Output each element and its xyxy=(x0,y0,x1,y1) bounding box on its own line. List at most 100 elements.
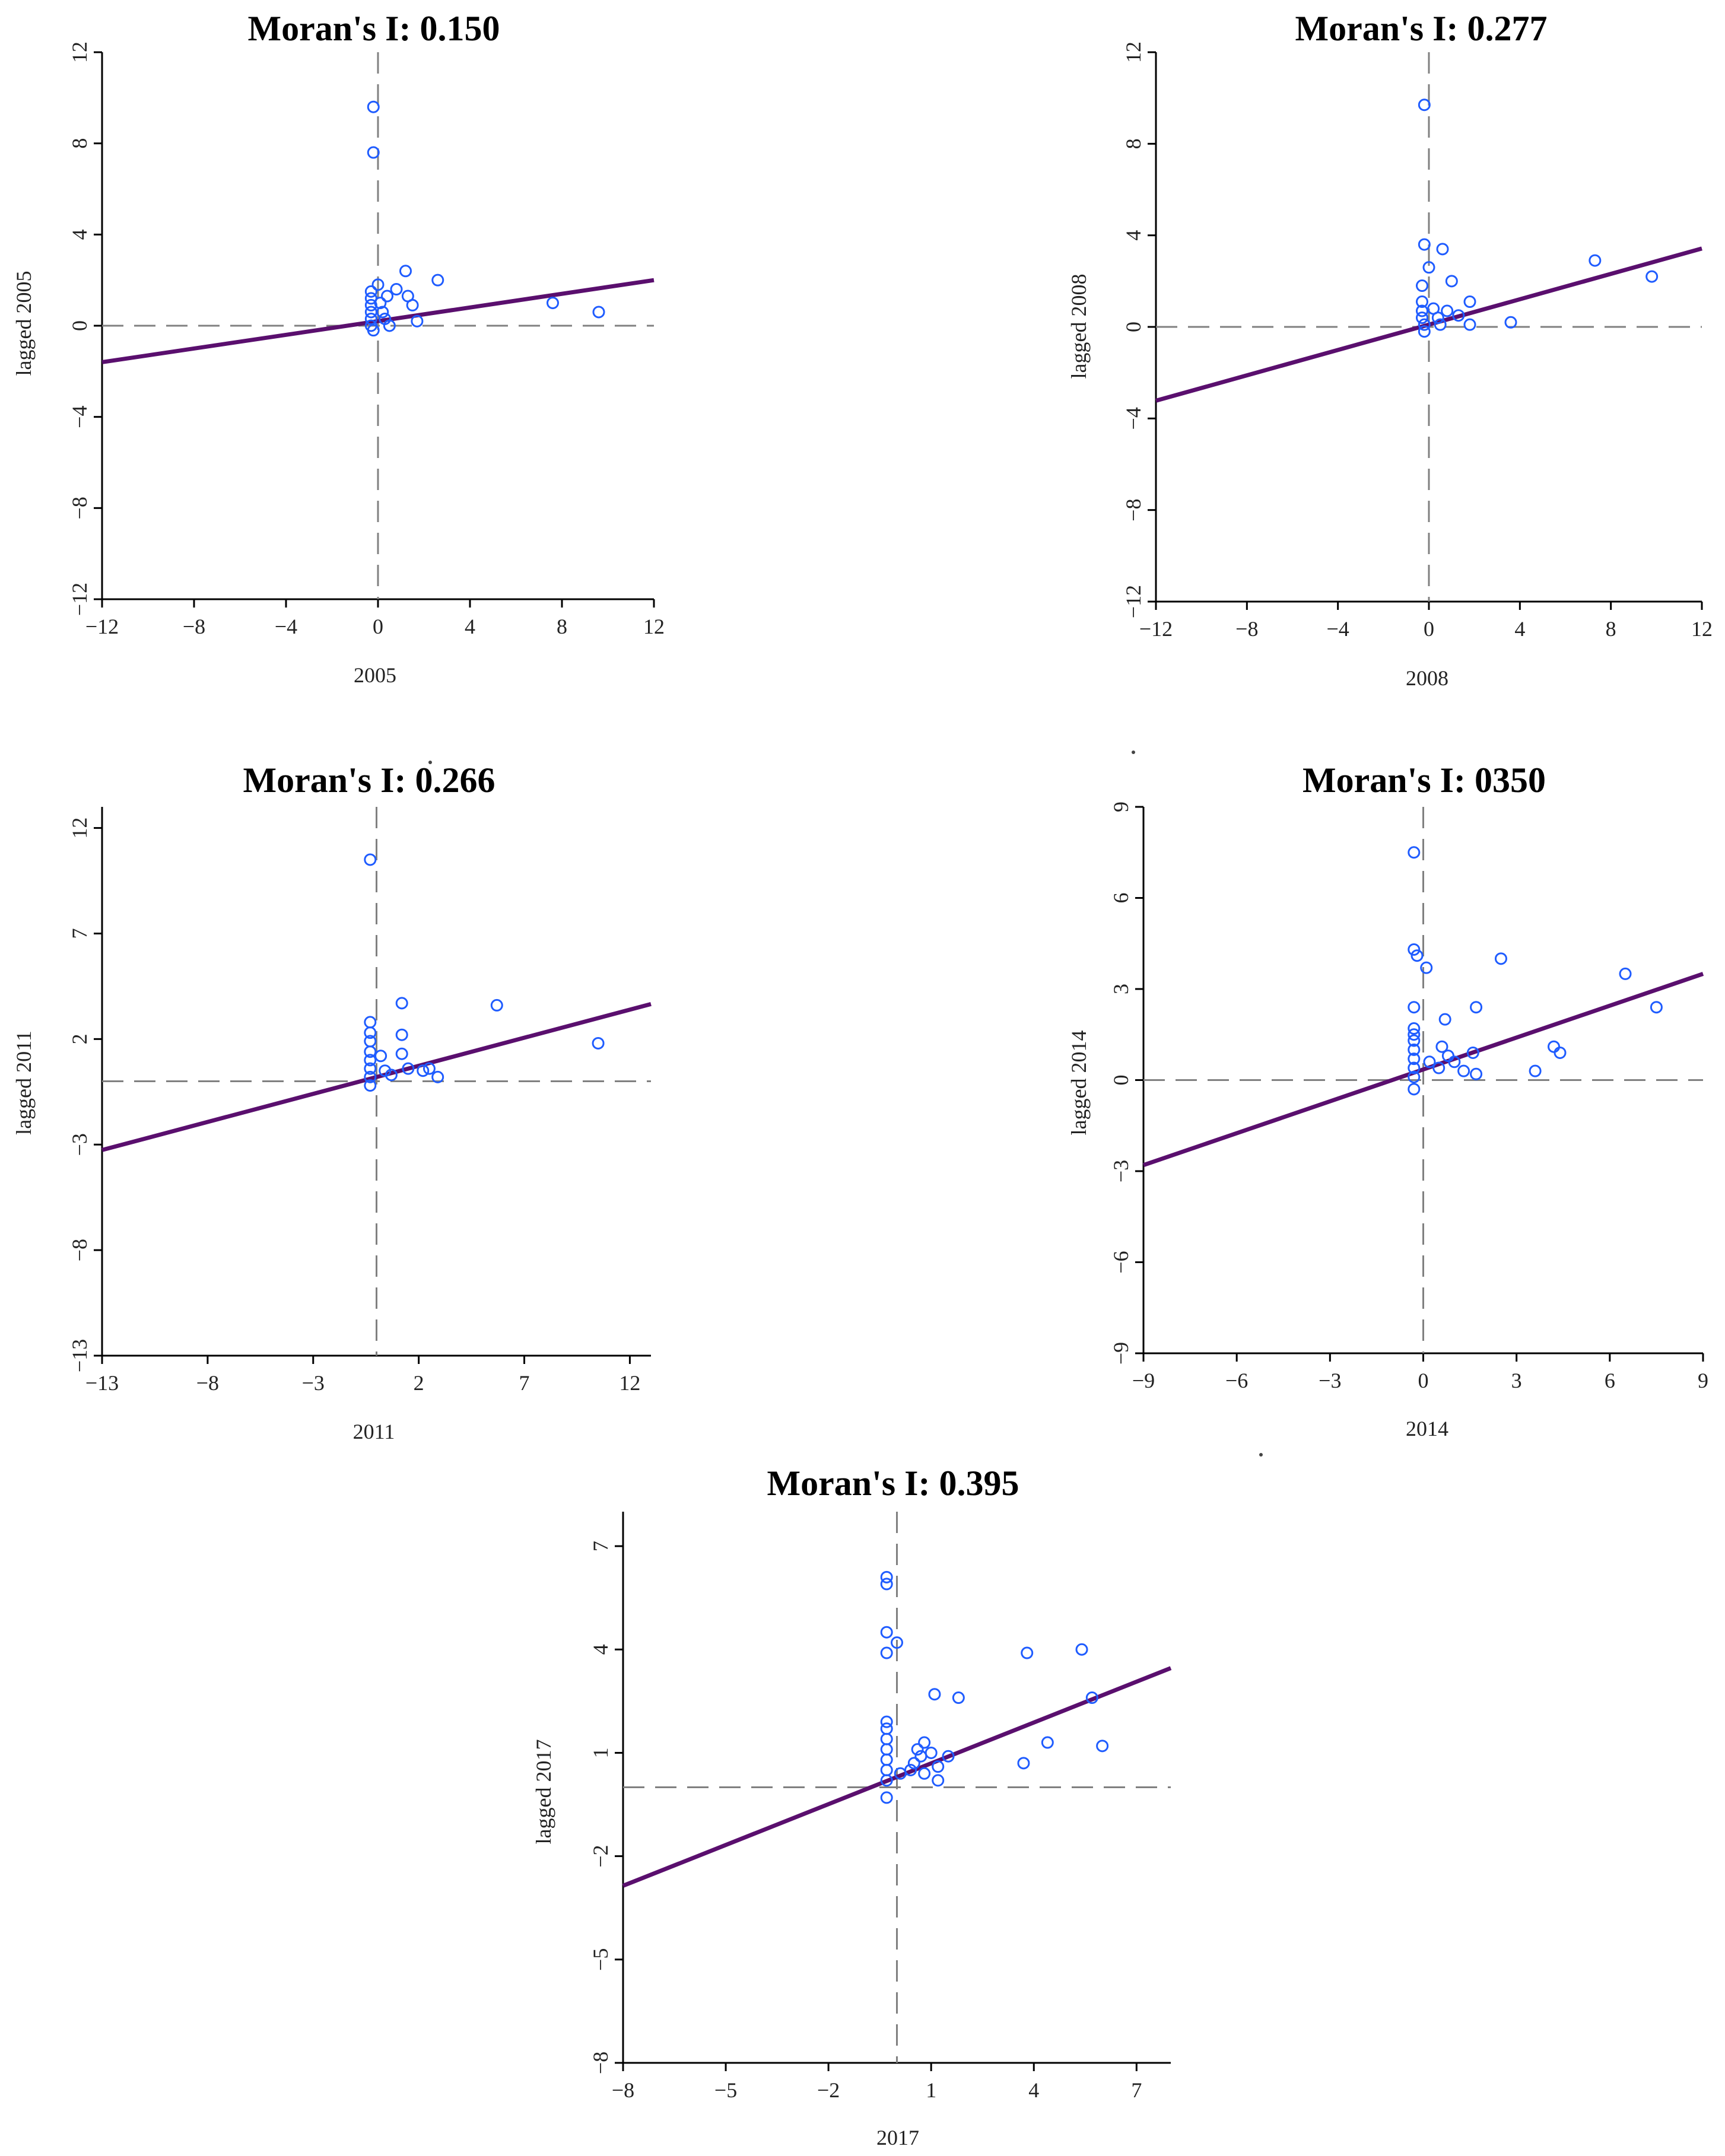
data-point xyxy=(1017,1757,1030,1770)
data-point xyxy=(1650,1001,1663,1014)
data-point xyxy=(367,324,380,337)
data-point xyxy=(1645,270,1659,283)
data-point xyxy=(1457,1064,1470,1077)
data-point xyxy=(952,1691,965,1705)
data-point xyxy=(891,1636,903,1649)
data-point xyxy=(1436,243,1449,256)
y-tick-label: 7 xyxy=(68,928,91,939)
data-point xyxy=(402,1062,415,1075)
y-tick-label: 4 xyxy=(1122,230,1145,241)
y-tick-label: −13 xyxy=(68,1339,91,1372)
data-point xyxy=(374,297,387,310)
data-point xyxy=(381,290,393,303)
x-tick-label: 8 xyxy=(1606,617,1616,641)
x-tick-label: 6 xyxy=(1605,1369,1615,1392)
moran-plot-2014: Moran's I: 0350 2014 lagged 2014 −9 −6 −3 0… xyxy=(1067,761,1708,1440)
x-tick-label: 2 xyxy=(414,1371,424,1395)
data-point xyxy=(1408,1028,1421,1041)
data-point xyxy=(399,265,412,278)
data-point xyxy=(880,1646,893,1659)
moran-plot-2011: Moran's I: 0.266 2011 lagged 2011 −13 −8 −… xyxy=(12,761,652,1443)
x-axis-title: 2005 xyxy=(354,663,396,687)
data-point xyxy=(1470,1001,1483,1014)
data-point xyxy=(371,278,385,291)
y-tick-label: 1 xyxy=(589,1747,612,1758)
data-point xyxy=(880,1774,893,1787)
chart-title: Moran's I: 0350 xyxy=(1303,761,1546,800)
data-point xyxy=(592,1036,605,1050)
y-tick-label: −4 xyxy=(68,406,91,428)
data-point xyxy=(904,1763,917,1776)
data-point xyxy=(364,1016,377,1029)
y-axis-title: lagged 2005 xyxy=(12,271,36,376)
data-point xyxy=(880,1570,893,1583)
data-point xyxy=(925,1746,938,1759)
data-point xyxy=(364,1070,377,1083)
data-point xyxy=(880,1722,893,1735)
data-point xyxy=(592,306,605,319)
x-tick-label: 8 xyxy=(557,615,567,638)
y-tick-label: 0 xyxy=(1109,1075,1133,1086)
y-tick-label: −8 xyxy=(68,497,91,519)
data-point xyxy=(1422,261,1435,274)
data-point xyxy=(1408,1043,1421,1056)
data-point xyxy=(1418,318,1431,331)
data-point xyxy=(880,1578,893,1591)
data-point xyxy=(1418,238,1431,251)
data-point xyxy=(1431,311,1444,325)
data-point xyxy=(1435,1040,1448,1053)
x-axis-title: 2011 xyxy=(353,1420,395,1443)
data-point xyxy=(1411,949,1424,962)
data-point xyxy=(1438,1013,1451,1026)
data-point xyxy=(1470,1067,1483,1080)
data-point xyxy=(880,1732,893,1745)
data-point xyxy=(907,1757,920,1770)
data-point xyxy=(431,274,444,287)
data-point xyxy=(1504,316,1517,329)
data-point xyxy=(1423,1055,1436,1069)
moran-plot-2008: Moran's I: 0.277 2008 lagged 2008 −12 −8 −… xyxy=(1067,9,1713,690)
data-point xyxy=(364,1079,377,1092)
data-point xyxy=(1416,295,1428,309)
y-tick-label: 6 xyxy=(1109,893,1133,904)
y-tick-label: 8 xyxy=(1122,138,1145,149)
y-tick-label: 12 xyxy=(68,42,91,63)
data-point xyxy=(1021,1646,1034,1659)
x-tick-label: −8 xyxy=(1235,617,1258,641)
x-tick-label: −3 xyxy=(1319,1369,1341,1392)
data-point xyxy=(1416,304,1428,317)
data-point xyxy=(1085,1691,1098,1705)
data-point xyxy=(932,1774,945,1787)
x-tick-label: 7 xyxy=(519,1371,530,1395)
data-point xyxy=(1416,279,1428,292)
y-tick-label: 8 xyxy=(68,138,91,149)
data-point xyxy=(364,312,377,325)
data-point xyxy=(1408,1022,1421,1035)
y-tick-label: −3 xyxy=(68,1133,91,1156)
y-tick-label: 2 xyxy=(68,1034,91,1044)
data-point xyxy=(1408,1083,1421,1096)
data-point xyxy=(880,1753,893,1766)
data-point xyxy=(928,1688,941,1701)
data-point xyxy=(880,1626,893,1639)
y-tick-label: −2 xyxy=(589,1845,612,1867)
y-tick-label: −12 xyxy=(68,583,91,616)
data-point xyxy=(395,1028,408,1041)
data-point xyxy=(364,285,377,298)
data-point xyxy=(918,1736,931,1749)
data-point xyxy=(1416,311,1428,325)
scan-artifacts xyxy=(428,751,1263,1457)
data-point xyxy=(364,1026,377,1039)
data-point xyxy=(1408,846,1421,859)
y-tick-label: −9 xyxy=(1109,1342,1133,1365)
data-point xyxy=(1408,1034,1421,1047)
data-point xyxy=(367,100,380,113)
x-tick-label: 9 xyxy=(1698,1369,1708,1392)
data-point xyxy=(374,1050,387,1063)
data-point xyxy=(1434,318,1447,331)
data-point xyxy=(1445,275,1458,288)
data-point xyxy=(1494,952,1507,965)
data-point xyxy=(379,1064,392,1077)
data-point xyxy=(1529,1064,1542,1077)
data-point xyxy=(1432,1061,1446,1074)
